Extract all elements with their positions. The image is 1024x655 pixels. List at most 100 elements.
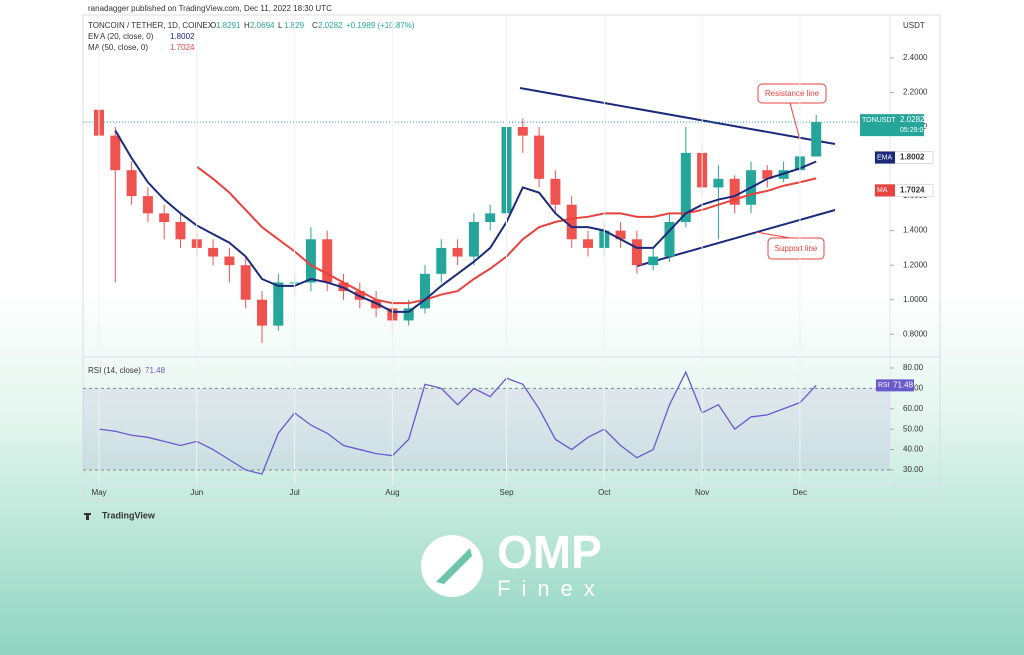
y-tick-label: 2.4000 <box>903 53 928 62</box>
y-tick-label: 2.2000 <box>903 88 928 97</box>
indicator-line <box>114 129 817 313</box>
price-tag-value: 2.0282 <box>900 115 925 124</box>
rsi-band <box>83 388 890 470</box>
price-tag-countdown: 05:29:07 <box>900 127 927 134</box>
logo-sub: Finex <box>497 576 606 601</box>
y-tick-label: 40.00 <box>903 445 924 454</box>
candle-body <box>550 178 561 205</box>
candle-body <box>175 222 186 240</box>
y-tick-label: 1.0000 <box>903 295 928 304</box>
ohlc-letter: H <box>244 21 250 30</box>
indicator-tag: MA <box>877 187 888 194</box>
annotation: Resistance line <box>765 89 820 98</box>
logo-name: OMP <box>497 526 602 578</box>
candle-body <box>240 265 251 300</box>
ohlc-value: 2.0694 <box>250 21 275 30</box>
x-tick-label: Dec <box>793 488 807 497</box>
logo-slash <box>436 548 472 584</box>
y-tick-label: 80.00 <box>903 363 924 372</box>
callout-pointer <box>789 102 801 141</box>
rsi-line <box>98 370 817 475</box>
symbol: TONCOIN / TETHER, 1D, COINEX <box>88 21 214 30</box>
x-tick-label: May <box>91 488 106 497</box>
ohlc-letter: O <box>210 21 216 30</box>
x-tick-label: Aug <box>385 488 399 497</box>
candle-body <box>224 256 235 266</box>
indicator-tag: EMA <box>877 154 893 161</box>
y-tick-label: 1.2000 <box>903 260 928 269</box>
y-tick-label: 60.00 <box>903 404 924 413</box>
callout-box <box>757 83 827 104</box>
indicator-value: 1.7024 <box>170 43 195 52</box>
indicator-tag-value: 1.7024 <box>900 186 925 195</box>
y-tick-label: 30.00 <box>903 465 924 474</box>
candle-body <box>110 135 121 171</box>
x-tick-label: Sep <box>499 488 514 497</box>
candle-body <box>273 282 284 326</box>
published: ranadagger published on TradingView.com,… <box>88 4 332 13</box>
candle-body <box>811 122 822 157</box>
candle-body <box>762 170 773 179</box>
candle-body <box>664 222 675 257</box>
indicator-tag-value: 1.8002 <box>900 153 925 162</box>
candle-body <box>420 273 430 309</box>
candle-body <box>485 213 496 222</box>
y-tick-label: 1.4000 <box>903 226 928 235</box>
currency: USDT <box>903 21 925 30</box>
candle-body <box>713 178 724 188</box>
candle-body <box>257 299 267 326</box>
callout-box <box>767 237 825 260</box>
rsi-value: 71.48 <box>145 366 166 375</box>
candle-body <box>208 247 219 257</box>
x-tick-label: Jul <box>289 488 299 497</box>
y-tick-label: 50.00 <box>903 424 924 433</box>
x-tick-label: Nov <box>695 488 709 497</box>
candle-body <box>648 256 659 266</box>
ohlc-change: +0.1989 (+10.87%) <box>346 21 415 30</box>
x-tick-label: Jun <box>190 488 203 497</box>
ohlc-legend: O 1.8291 H 2.0694 L 1.829 C 2.0282 +0.1989 (+10.… <box>210 21 415 30</box>
candle-body <box>517 127 528 136</box>
rsi-tag: RSI <box>878 382 890 389</box>
candle-body <box>142 196 153 214</box>
indicator-name: EMA (20, close, 0) <box>88 32 154 41</box>
candle-body <box>566 204 577 240</box>
price-tag <box>860 114 924 137</box>
candle-body <box>305 239 316 283</box>
rsi-title: RSI (14, close) <box>88 366 141 375</box>
price-tag-name: TONUSDT <box>862 117 896 124</box>
chart-frame <box>82 14 941 501</box>
indicator-value: 1.8002 <box>170 32 195 41</box>
candle-body <box>126 170 137 197</box>
indicator-tag-label-box <box>875 184 895 197</box>
ohlc-letter: C <box>312 21 318 30</box>
annotation: Support line <box>775 244 818 253</box>
candle-body <box>615 230 626 240</box>
candle-body <box>680 152 691 222</box>
x-tick-label: Oct <box>598 488 611 497</box>
candle-body <box>403 308 414 321</box>
ohlc-value: 2.0282 <box>318 21 343 30</box>
candle-body <box>468 222 479 257</box>
candle-body <box>159 213 170 222</box>
indicator-name: MA (50, close, 0) <box>88 43 148 52</box>
candle-body <box>729 178 740 205</box>
indicator-tag-label-box <box>875 151 895 164</box>
candle-body <box>583 239 593 248</box>
rsi-tag-value: 71.48 <box>893 380 914 389</box>
y-tick-label: 0.8000 <box>903 329 928 338</box>
candle-body <box>452 247 463 257</box>
candle-body <box>436 247 447 274</box>
watermark: TradingView <box>102 510 156 520</box>
candle-body <box>322 239 333 283</box>
callout-pointer <box>755 231 791 239</box>
ohlc-letter: L <box>278 21 283 30</box>
rsi-tag-box <box>876 379 914 392</box>
candle-body <box>631 239 642 266</box>
resistance-line <box>519 87 836 145</box>
tv-icon <box>84 513 91 520</box>
candle-body <box>534 135 545 179</box>
ohlc-value: 1.8291 <box>216 21 241 30</box>
